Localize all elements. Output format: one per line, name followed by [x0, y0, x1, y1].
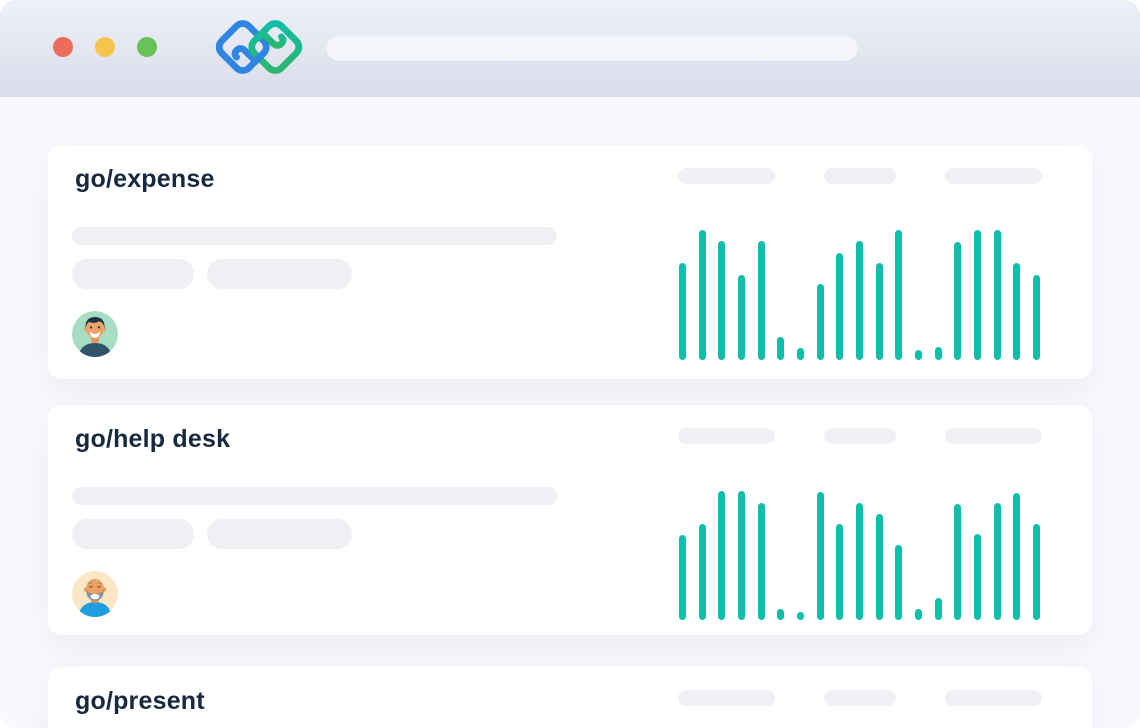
spark-bar: [718, 491, 726, 620]
spark-bar: [816, 284, 824, 360]
url-bar[interactable]: [326, 35, 858, 61]
spark-bar: [954, 242, 962, 360]
spark-bar: [737, 491, 745, 620]
spark-bar: [954, 504, 962, 620]
spark-bar: [973, 230, 981, 360]
skeleton-pill: [678, 428, 775, 444]
spark-bar: [1013, 263, 1021, 360]
spark-bar: [855, 503, 863, 620]
card-go-help-desk[interactable]: go/help desk: [48, 405, 1092, 635]
spark-bar: [895, 545, 903, 620]
card-title[interactable]: go/help desk: [75, 425, 231, 453]
spark-bar: [934, 347, 942, 360]
spark-bar: [934, 598, 942, 620]
skeleton-pill: [824, 690, 896, 706]
skeleton-actions: [678, 168, 1042, 184]
usage-sparkline: [679, 228, 1040, 360]
skeleton-pill: [207, 259, 352, 289]
card-go-expense[interactable]: go/expense: [48, 145, 1092, 379]
skeleton-pill: [207, 519, 352, 549]
browser-topbar: [0, 0, 1140, 96]
spark-bar: [757, 503, 765, 620]
spark-bar: [836, 253, 844, 360]
golinks-logo-icon: [215, 20, 303, 74]
spark-bar: [679, 535, 686, 620]
card-title[interactable]: go/present: [75, 687, 205, 715]
spark-bar: [1013, 493, 1021, 620]
usage-sparkline: [679, 488, 1040, 620]
skeleton-pill: [824, 428, 896, 444]
skeleton-pill: [824, 168, 896, 184]
card-go-present[interactable]: go/present: [48, 667, 1092, 728]
skeleton-line: [72, 487, 557, 505]
skeleton-pill: [72, 519, 194, 549]
spark-bar: [698, 524, 706, 620]
avatar: [72, 311, 118, 357]
spark-bar: [796, 348, 804, 360]
minimize-button[interactable]: [95, 37, 115, 57]
close-button[interactable]: [53, 37, 73, 57]
spark-bar: [993, 230, 1001, 360]
spark-bar: [698, 230, 706, 360]
spark-bar: [993, 503, 1001, 620]
skeleton-pill: [72, 259, 194, 289]
spark-bar: [718, 241, 726, 360]
spark-bar: [875, 263, 883, 360]
skeleton-pill: [945, 690, 1042, 706]
skeleton-pill: [945, 428, 1042, 444]
spark-bar: [855, 241, 863, 360]
spark-bar: [679, 263, 686, 360]
spark-bar: [1032, 275, 1040, 360]
skeleton-pill: [945, 168, 1042, 184]
skeleton-actions: [678, 690, 1042, 706]
spark-bar: [796, 612, 804, 620]
spark-bar: [757, 241, 765, 360]
spark-bar: [737, 275, 745, 360]
skeleton-pill: [678, 168, 775, 184]
spark-bar: [895, 230, 903, 360]
spark-bar: [973, 534, 981, 620]
spark-bar: [816, 492, 824, 620]
skeleton-actions: [678, 428, 1042, 444]
card-title[interactable]: go/expense: [75, 165, 215, 193]
spark-bar: [836, 524, 844, 620]
spark-bar: [875, 514, 883, 620]
maximize-button[interactable]: [137, 37, 157, 57]
spark-bar: [777, 609, 785, 620]
avatar: [72, 571, 118, 617]
spark-bar: [914, 350, 922, 360]
skeleton-line: [72, 227, 557, 245]
skeleton-pill: [678, 690, 775, 706]
spark-bar: [914, 609, 922, 620]
spark-bar: [777, 337, 785, 360]
spark-bar: [1032, 524, 1040, 620]
